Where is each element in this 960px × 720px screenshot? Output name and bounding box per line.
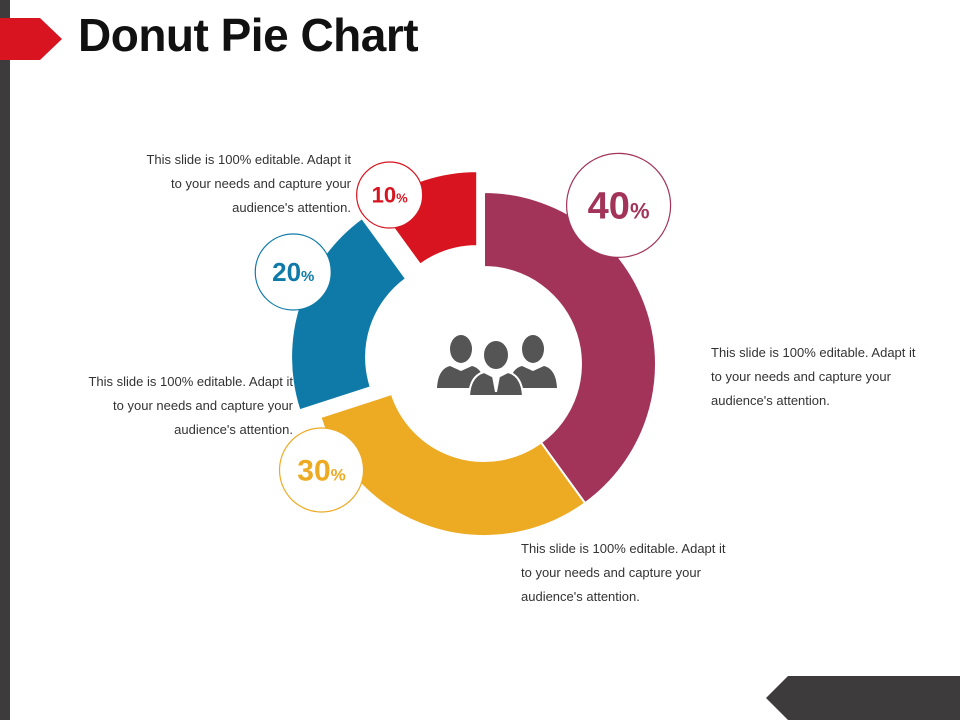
- group-of-people-icon: [437, 335, 557, 397]
- description-40: This slide is 100% editable. Adapt it to…: [711, 345, 916, 408]
- description-10: This slide is 100% editable. Adapt it to…: [146, 152, 351, 215]
- value-label-10: 10%: [372, 183, 408, 208]
- value-badge-40: 40%: [565, 152, 672, 259]
- value-badge-10: 10%: [356, 161, 424, 229]
- left-accent-bar: [0, 0, 10, 720]
- value-label-30: 30%: [297, 455, 346, 488]
- value-badge-30: 30%: [278, 427, 365, 513]
- value-badge-20: 20%: [254, 233, 332, 311]
- slide-title: Donut Pie Chart: [78, 9, 419, 61]
- value-label-40: 40%: [588, 186, 650, 228]
- title-arrow-shape: [0, 18, 62, 60]
- description-30: This slide is 100% editable. Adapt it to…: [521, 541, 726, 604]
- value-label-20: 20%: [272, 257, 314, 287]
- description-20: This slide is 100% editable. Adapt it to…: [88, 374, 293, 437]
- corner-tab-shape: [766, 676, 960, 720]
